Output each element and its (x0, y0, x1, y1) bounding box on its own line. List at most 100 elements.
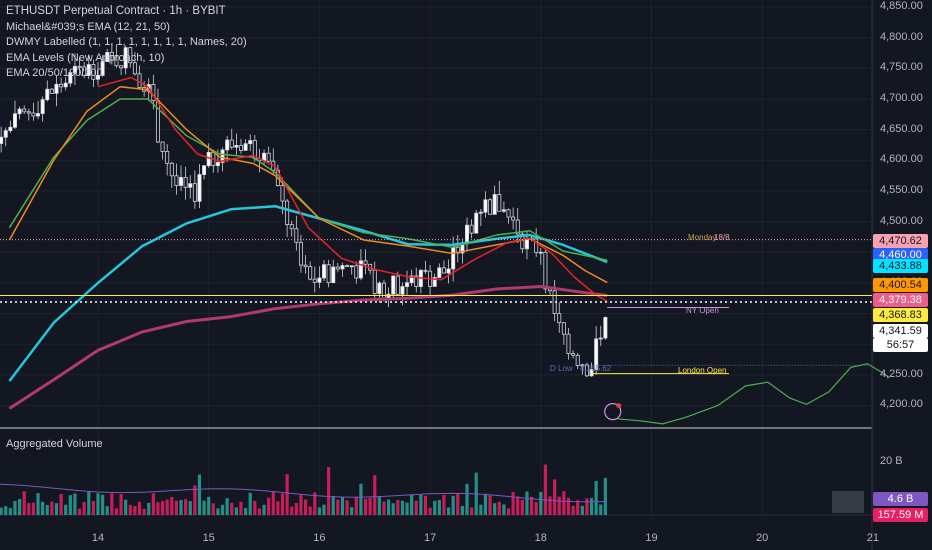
candle (515, 219, 520, 235)
candle (31, 112, 36, 117)
chart-legend: ETHUSDT Perpetual Contract · 1h · BYBIT … (6, 4, 247, 82)
candle (114, 55, 119, 67)
volume-ma-line (0, 483, 608, 503)
candle (215, 162, 220, 167)
volume-bar (576, 500, 580, 515)
candle (589, 368, 594, 377)
volume-bar (313, 492, 317, 515)
candle (40, 99, 45, 114)
volume-bar (82, 501, 86, 515)
volume-bar (594, 480, 598, 515)
volume-bar (193, 485, 197, 515)
indicator-ema-levels[interactable]: EMA Levels (New Approach, 10) (6, 51, 165, 64)
price-tag[interactable]: 4,341.59 (873, 324, 928, 338)
candle (511, 216, 516, 221)
price-tag[interactable]: 56:57 (873, 338, 928, 352)
candle (165, 151, 170, 164)
candle (174, 175, 179, 186)
candle (488, 199, 493, 215)
volume-bar (248, 492, 252, 515)
candle (77, 65, 82, 68)
candle (538, 251, 543, 254)
volume-bar (267, 497, 271, 515)
price-tag[interactable]: 4,379.38 (873, 293, 928, 307)
price-tag[interactable]: 4,400.54 (873, 278, 928, 292)
y-tick-label: 4,250.00 (880, 367, 923, 380)
volume-bar (396, 500, 400, 515)
y-tick-label: 4,650.00 (880, 122, 923, 135)
candle (557, 313, 562, 324)
volume-bar (405, 502, 409, 515)
volume-bar (377, 496, 381, 515)
indicator-michaels-ema[interactable]: Michael&#039;s EMA (12, 21, 50) (6, 20, 170, 33)
volume-bar (391, 503, 395, 515)
volume-bar (8, 508, 12, 515)
candle (109, 52, 114, 56)
candle (54, 83, 59, 94)
x-tick-label: 19 (645, 532, 658, 544)
candle (566, 333, 571, 355)
volume-bar (456, 493, 460, 515)
chart-title[interactable]: ETHUSDT Perpetual Contract · 1h · BYBIT (6, 5, 226, 17)
volume-bar (133, 506, 137, 515)
candle (363, 260, 368, 265)
volume-bar (386, 499, 391, 515)
price-tag[interactable]: 4,433.88 (873, 259, 928, 273)
candle (179, 177, 184, 186)
candle (266, 152, 271, 162)
candle (464, 224, 469, 245)
volume-bar (414, 500, 418, 515)
candle (22, 108, 27, 113)
volume-bar (220, 504, 225, 515)
candle (446, 268, 451, 274)
volume-bar (137, 501, 142, 515)
candle (423, 269, 428, 272)
indicator-ema-20-50-100-200[interactable]: EMA 20/50/100/200 (6, 67, 103, 79)
candle (492, 194, 497, 215)
price-tag[interactable]: 4,368.83 (873, 308, 928, 322)
volume-bar (603, 477, 607, 515)
y-tick-label: 4,750.00 (880, 61, 923, 74)
volume-bar (179, 500, 183, 515)
candle (358, 260, 363, 279)
candle (128, 47, 133, 64)
volume-bar (124, 499, 128, 515)
candle (594, 338, 599, 370)
indicator-dwmy-labelled[interactable]: DWMY Labelled (1, 1, 1, 1, 1, 1, 1, 1, N… (6, 36, 247, 48)
volume-bar (22, 491, 26, 515)
volume-bar (331, 495, 335, 515)
price-tag[interactable]: 4,460.00 (873, 248, 928, 262)
volume-tag[interactable]: 4.6 B (873, 492, 928, 506)
y-tick-label: 4,700.00 (880, 91, 923, 104)
volume-bar (516, 496, 520, 515)
candle (534, 238, 539, 253)
x-tick-label: 14 (91, 532, 105, 544)
volume-bar (368, 497, 372, 515)
volume-bar (317, 507, 321, 515)
price-tag[interactable]: 4,470.62 (873, 234, 928, 248)
y-tick-label: 4,800.00 (880, 30, 923, 43)
volume-bar (525, 491, 529, 515)
volume-bar (308, 506, 312, 515)
volume-bar (479, 504, 483, 515)
volume-bar (345, 500, 349, 515)
candle (405, 282, 410, 287)
candle (82, 66, 87, 76)
volume-bar (50, 501, 54, 515)
volume-bar (465, 483, 469, 515)
x-tick-label: 20 (756, 532, 769, 544)
candle (501, 209, 506, 212)
volume-tag[interactable]: 157.59 M (873, 508, 928, 522)
candle (603, 317, 608, 339)
volume-bar (428, 507, 432, 515)
volume-bar (520, 499, 524, 515)
lightning-icon (604, 403, 622, 421)
volume-bar (59, 493, 63, 515)
candle (100, 61, 105, 76)
volume-pane-label[interactable]: Aggregated Volume (6, 438, 103, 450)
candle (349, 265, 354, 268)
volume-bar (262, 504, 266, 515)
london-open-label: London Open (678, 366, 727, 375)
volume-bar (493, 503, 497, 515)
